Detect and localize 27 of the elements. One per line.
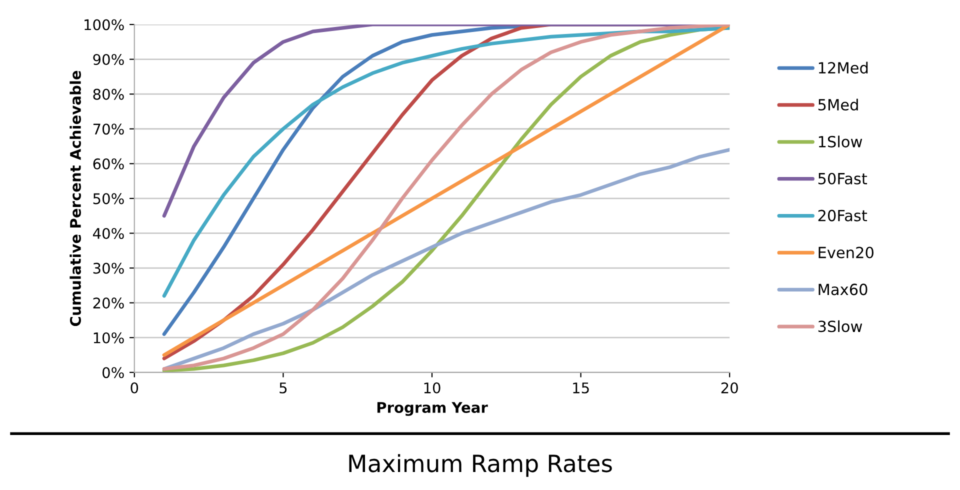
- legend-label: Even20: [818, 246, 874, 258]
- legend-label: Max60: [818, 284, 868, 296]
- y-tick-label: 60%: [93, 158, 124, 170]
- x-tick-label: 15: [573, 382, 589, 394]
- y-tick-label: 50%: [93, 193, 124, 204]
- y-tick-label: 30%: [93, 262, 124, 274]
- y-tick-label: 100%: [84, 19, 124, 30]
- y-axis-title: Cumulative Percent Achievable: [70, 70, 81, 326]
- legend-label: 12Med: [818, 62, 868, 74]
- legend-label: 5Med: [818, 98, 858, 111]
- y-tick-label: 90%: [93, 54, 124, 66]
- legend-label: 50Fast: [818, 172, 868, 184]
- y-tick-label: 40%: [92, 228, 124, 239]
- x-tick-label: 0: [130, 382, 138, 394]
- y-tick-label: 10%: [94, 332, 124, 344]
- x-tick-label: 5: [280, 382, 287, 394]
- legend-label: 1Slow: [818, 136, 862, 148]
- legend-label: 3Slow: [818, 320, 862, 332]
- x-tick-label: 20: [721, 382, 738, 394]
- x-tick-label: 10: [424, 382, 440, 394]
- text: Maximum Ramp Rates: [349, 454, 612, 477]
- y-tick-label: 80%: [93, 88, 124, 100]
- y-tick-label: 0%: [102, 367, 124, 378]
- legend-label: 20Fast: [818, 210, 868, 222]
- y-tick-label: 20%: [93, 298, 124, 309]
- y-tick-label: 70%: [93, 124, 124, 135]
- x-axis-title: Program Year: [377, 402, 488, 416]
